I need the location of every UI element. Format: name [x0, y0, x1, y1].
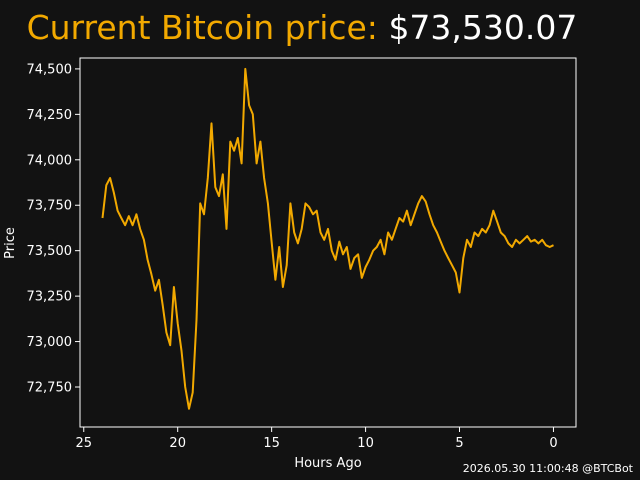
y-axis-label: Price — [3, 227, 18, 259]
y-tick-label: 74,000 — [27, 153, 73, 168]
x-tick-label: 10 — [357, 436, 374, 451]
footer: 2026.05.30 11:00:48 @BTCBot — [463, 462, 633, 475]
x-tick-label: 20 — [169, 436, 186, 451]
title-label: Current Bitcoin price: — [26, 8, 378, 47]
x-axis-ticks: 25 20 15 10 5 0 — [75, 427, 558, 451]
y-tick-label: 73,500 — [27, 244, 73, 259]
y-tick-label: 73,250 — [27, 290, 73, 305]
y-tick-label: 73,000 — [27, 335, 73, 350]
y-axis-ticks: 72,750 73,000 73,250 73,500 73,750 74,000 74,2… — [27, 62, 80, 396]
x-tick-label: 5 — [455, 436, 463, 451]
x-tick-label: 15 — [263, 436, 280, 451]
footer-timestamp: 2026.05.30 11:00:48 — [462, 462, 579, 475]
chart-title: Current Bitcoin price: $73,530.07 — [0, 8, 604, 47]
x-tick-label: 25 — [75, 436, 92, 451]
plot-area — [79, 57, 577, 428]
current-price-value: $73,530.07 — [388, 8, 578, 47]
y-tick-label: 74,500 — [27, 62, 73, 77]
y-tick-label: 73,750 — [27, 199, 73, 214]
y-tick-label: 74,250 — [27, 108, 73, 123]
x-tick-label: 0 — [549, 436, 557, 451]
y-tick-label: 72,750 — [27, 381, 73, 396]
footer-handle: @BTCBot — [582, 462, 633, 475]
price-line — [101, 67, 554, 410]
x-axis-label: Hours Ago — [294, 456, 361, 471]
